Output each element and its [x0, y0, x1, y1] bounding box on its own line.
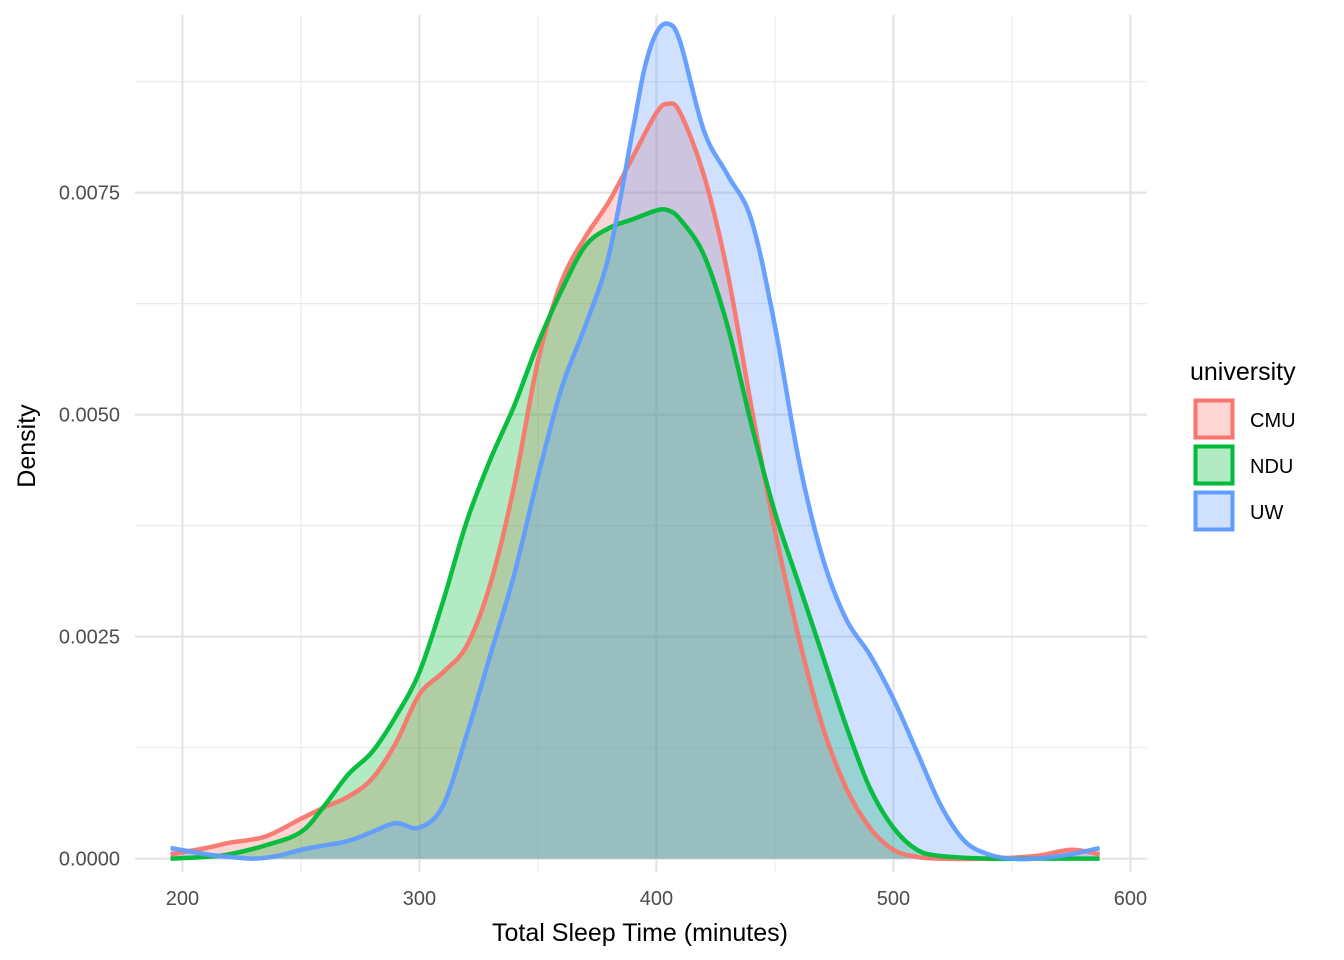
density-areas	[170, 23, 1100, 860]
grid-minor	[135, 15, 1147, 872]
legend-label-ndu: NDU	[1250, 456, 1293, 478]
x-tick-label: 200	[166, 888, 199, 910]
density-area-uw	[170, 23, 1100, 860]
legend-key-bg-cmu	[1194, 399, 1234, 439]
legend-key-bg-ndu	[1194, 445, 1234, 485]
x-tick-label: 300	[403, 888, 436, 910]
density-lines	[170, 21, 1101, 862]
legend-label-cmu: CMU	[1250, 410, 1296, 432]
y-axis-title: Density	[13, 404, 41, 488]
legend-key-ndu	[1193, 444, 1235, 486]
legend-key-cmu	[1193, 398, 1235, 440]
density-line-uw	[170, 21, 1101, 862]
y-tick-label: 0.0050	[59, 405, 120, 427]
y-tick-label: 0.0000	[59, 849, 120, 871]
density-line-ndu	[170, 207, 1100, 862]
legend-key-uw	[1193, 490, 1235, 532]
legend-label-uw: UW	[1250, 502, 1283, 524]
density-area-cmu	[170, 103, 1100, 859]
x-tick-label: 600	[1114, 888, 1147, 910]
legend: university CMU NDU UW	[1190, 358, 1296, 532]
legend-title: university	[1190, 358, 1296, 386]
x-tick-label: 400	[640, 888, 673, 910]
density-line-cmu	[170, 101, 1101, 862]
density-area-ndu	[170, 209, 1100, 859]
legend-key-bg-uw	[1194, 491, 1234, 531]
y-tick-label: 0.0025	[59, 627, 120, 649]
x-axis-ticks: 200 300 400 500 600	[166, 888, 1147, 910]
x-axis-title: Total Sleep Time (minutes)	[492, 919, 788, 947]
y-axis-ticks: 0.0000 0.0025 0.0050 0.0075	[59, 183, 120, 871]
y-tick-label: 0.0075	[59, 183, 120, 205]
x-tick-label: 500	[877, 888, 910, 910]
